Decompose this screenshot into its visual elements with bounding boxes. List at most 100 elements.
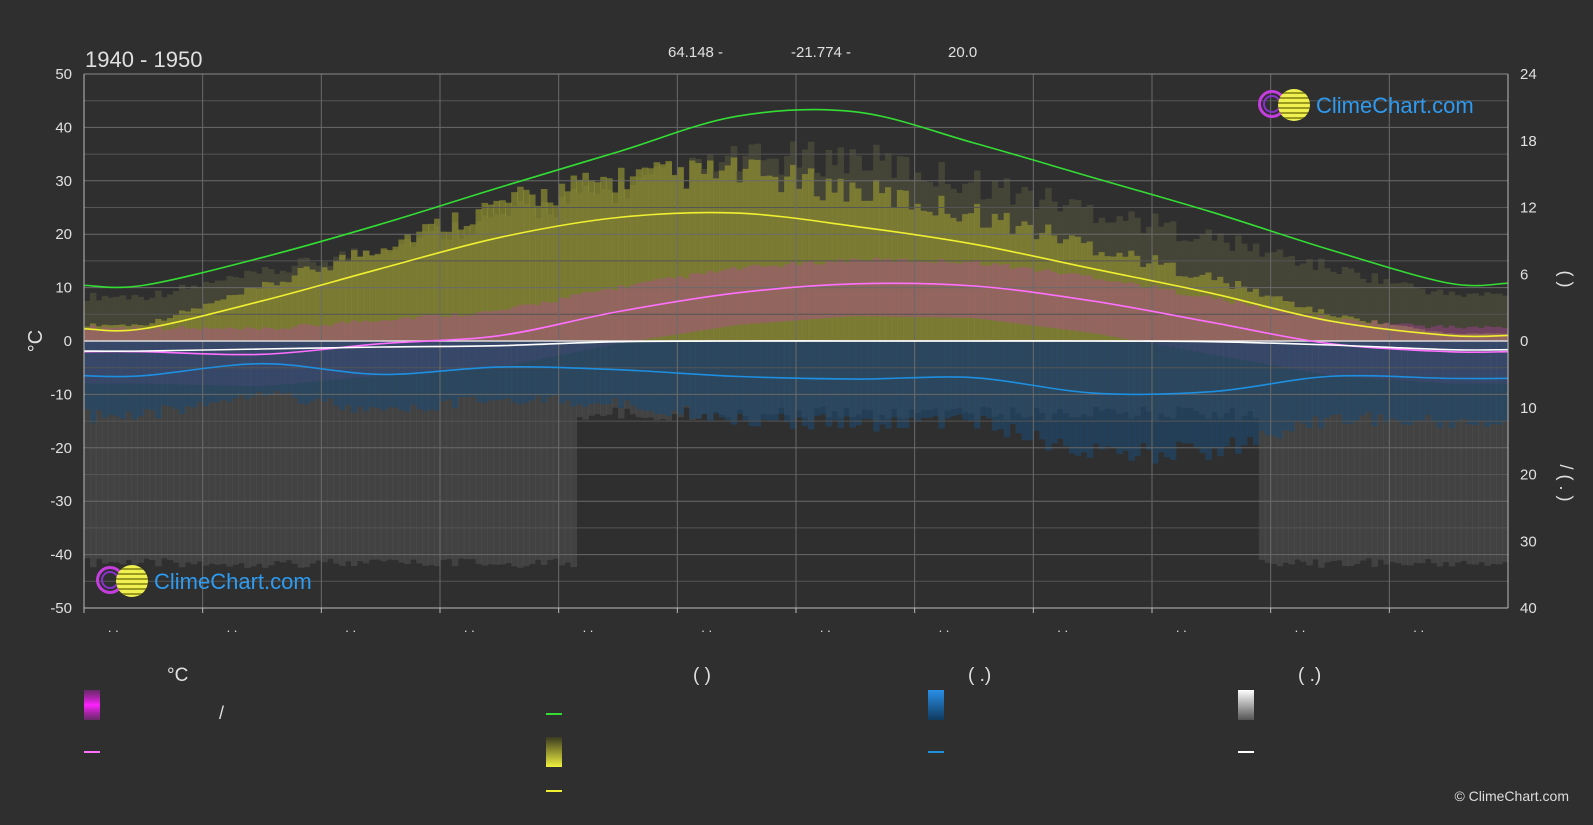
snow-band-strip — [184, 341, 192, 563]
temperature-range-strip — [1015, 267, 1023, 324]
y-right-bottom-tick-label: 10 — [1520, 400, 1537, 417]
rain-band-strip — [1353, 341, 1361, 421]
series-layer — [83, 108, 1509, 396]
sunshine-band-strip — [1092, 255, 1100, 341]
rain-band-strip — [1419, 341, 1426, 422]
rain-band-strip — [226, 341, 233, 402]
y-left-tick-label: 20 — [55, 226, 72, 243]
snow-band-strip — [315, 341, 322, 561]
rain-band-strip — [570, 341, 578, 407]
rain-band-strip — [647, 341, 655, 412]
rain-band-strip — [315, 341, 322, 399]
sunshine-band-strip — [1424, 331, 1432, 341]
sunshine-band-strip — [1282, 300, 1290, 341]
snow-band-strip — [1324, 341, 1331, 563]
daylight-band-strip — [1371, 273, 1379, 341]
rain-band-strip — [1080, 341, 1088, 453]
rain-band-strip — [564, 341, 572, 401]
sunshine-band-strip — [1051, 235, 1058, 341]
sunshine-band-strip — [469, 224, 477, 341]
snow-band-strip — [1424, 341, 1432, 560]
snow-band-strip — [256, 341, 263, 564]
temperature-range-strip — [766, 265, 773, 323]
temperature-range-strip — [582, 291, 589, 351]
rain-band-strip — [1063, 341, 1070, 447]
rain-band-strip — [546, 341, 554, 397]
sunshine-band-strip — [89, 323, 97, 341]
daylight-band-strip — [1306, 259, 1313, 341]
sunshine-band-strip — [1033, 239, 1040, 341]
sunshine-band-strip — [297, 267, 305, 341]
brand-logo-bottom[interactable]: ClimeChart.com — [96, 564, 312, 600]
sunshine-band-strip — [1270, 296, 1278, 341]
temperature-range-strip — [677, 276, 684, 334]
snow-band-strip — [161, 341, 168, 559]
sunshine-band-strip — [238, 294, 245, 341]
temperature-range-strip — [1264, 308, 1272, 365]
temperature-range-strip — [1175, 294, 1183, 349]
temperature-range-strip — [570, 294, 578, 353]
sunshine-band-strip — [1306, 306, 1313, 341]
rain-band-strip — [1276, 341, 1284, 439]
snow-band-strip — [1472, 341, 1479, 565]
sunshine-band-strip — [1140, 266, 1147, 341]
temperature-range-strip — [1223, 300, 1230, 358]
snow-band-strip — [279, 341, 287, 563]
rain-band-strip — [766, 341, 773, 421]
snow-band-strip — [534, 341, 542, 560]
rain-band-strip — [529, 341, 536, 401]
rain-band-strip — [291, 341, 299, 398]
sunshine-band-strip — [950, 217, 957, 341]
daylight-band-strip — [167, 294, 174, 341]
sunshine-band-strip — [161, 320, 168, 341]
rain-band-strip — [837, 341, 845, 429]
temperature-range-strip — [718, 270, 726, 328]
daylight-band-strip — [1496, 293, 1503, 341]
snow-band-strip — [190, 341, 198, 565]
snow-band-strip — [1460, 341, 1468, 561]
sunshine-band-strip — [1490, 333, 1497, 341]
rain-band-strip — [665, 341, 672, 416]
snow-band-strip — [113, 341, 121, 563]
snow-band-strip — [333, 341, 340, 564]
snow-band-strip — [149, 341, 156, 561]
temperature-range-strip — [647, 280, 655, 339]
daylight-band-strip — [1436, 289, 1444, 341]
rain-band-strip — [1039, 341, 1046, 440]
sunshine-band-strip — [398, 239, 405, 341]
sunshine-band-strip — [267, 282, 275, 341]
legend-daylight-header: ( ) — [693, 665, 711, 686]
rain-band-strip — [1294, 341, 1301, 422]
snow-band-strip — [1300, 341, 1307, 562]
brand-logo-top[interactable]: ClimeChart.com — [1258, 88, 1474, 124]
sunshine-band-strip — [1258, 296, 1266, 341]
temperature-range-strip — [701, 273, 708, 331]
snow-band-strip — [540, 341, 548, 565]
snow-band-strip — [1395, 341, 1402, 564]
rain-band-strip — [517, 341, 524, 405]
temperature-range-strip — [523, 304, 530, 363]
rain-band-strip — [618, 341, 625, 408]
rain-band-strip — [1377, 341, 1384, 415]
snow-band-strip — [345, 341, 352, 562]
rain-band-strip — [137, 341, 144, 417]
rain-band-strip — [1335, 341, 1343, 415]
snow-band-strip — [297, 341, 305, 568]
sunshine-band-strip — [1015, 225, 1023, 341]
series-line-daylight_hours — [83, 108, 1509, 289]
rain-band-strip — [938, 341, 945, 429]
elevation-value: 20.0 — [948, 44, 978, 61]
y-left-tick-label: -40 — [50, 547, 72, 564]
temperature-range-strip — [1181, 295, 1189, 350]
temperature-range-strip — [1193, 296, 1201, 352]
sunshine-band-strip — [333, 260, 340, 341]
sunshine-band-strip — [534, 205, 542, 341]
y-right-top-tick-label: 24 — [1520, 66, 1537, 83]
temperature-range-strip — [1252, 304, 1260, 363]
snow-band-strip — [1258, 341, 1266, 560]
snow-band-strip — [1365, 341, 1373, 559]
rain-band-strip — [190, 341, 198, 408]
sunshine-band-strip — [125, 325, 133, 341]
temperature-range-strip — [1110, 281, 1117, 337]
temperature-range-strip — [1187, 296, 1195, 351]
